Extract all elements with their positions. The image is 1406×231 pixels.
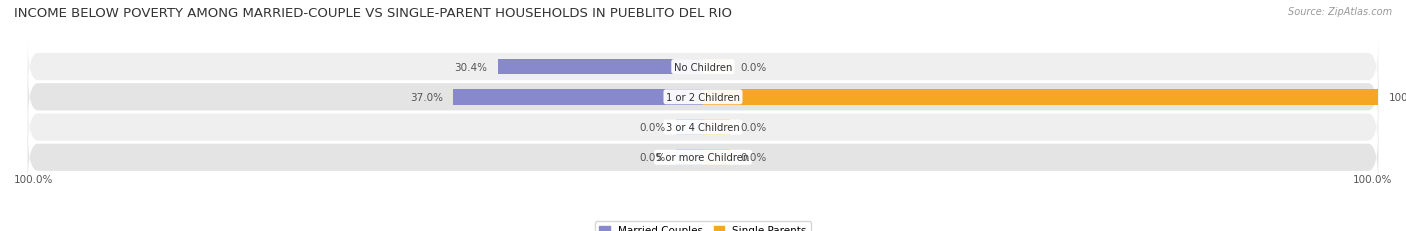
Text: 3 or 4 Children: 3 or 4 Children xyxy=(666,122,740,132)
FancyBboxPatch shape xyxy=(28,66,1378,129)
Bar xyxy=(703,150,730,165)
Bar xyxy=(703,59,730,75)
Text: 100.0%: 100.0% xyxy=(1353,174,1392,184)
Bar xyxy=(498,59,703,75)
Text: 100.0%: 100.0% xyxy=(1389,92,1406,102)
Text: 5 or more Children: 5 or more Children xyxy=(657,153,749,163)
Text: 100.0%: 100.0% xyxy=(14,174,53,184)
Bar xyxy=(676,120,703,135)
Text: 0.0%: 0.0% xyxy=(740,122,766,132)
Text: 30.4%: 30.4% xyxy=(454,62,488,72)
Bar xyxy=(703,90,1378,105)
Text: 0.0%: 0.0% xyxy=(640,153,666,163)
FancyBboxPatch shape xyxy=(28,36,1378,99)
Text: 1 or 2 Children: 1 or 2 Children xyxy=(666,92,740,102)
Bar xyxy=(703,120,730,135)
Text: 0.0%: 0.0% xyxy=(740,153,766,163)
Text: 37.0%: 37.0% xyxy=(411,92,443,102)
Text: 0.0%: 0.0% xyxy=(640,122,666,132)
Text: No Children: No Children xyxy=(673,62,733,72)
FancyBboxPatch shape xyxy=(28,126,1378,189)
Text: INCOME BELOW POVERTY AMONG MARRIED-COUPLE VS SINGLE-PARENT HOUSEHOLDS IN PUEBLIT: INCOME BELOW POVERTY AMONG MARRIED-COUPL… xyxy=(14,7,733,20)
Legend: Married Couples, Single Parents: Married Couples, Single Parents xyxy=(595,221,811,231)
Bar xyxy=(676,150,703,165)
Text: Source: ZipAtlas.com: Source: ZipAtlas.com xyxy=(1288,7,1392,17)
Bar xyxy=(453,90,703,105)
Text: 0.0%: 0.0% xyxy=(740,62,766,72)
FancyBboxPatch shape xyxy=(28,96,1378,159)
